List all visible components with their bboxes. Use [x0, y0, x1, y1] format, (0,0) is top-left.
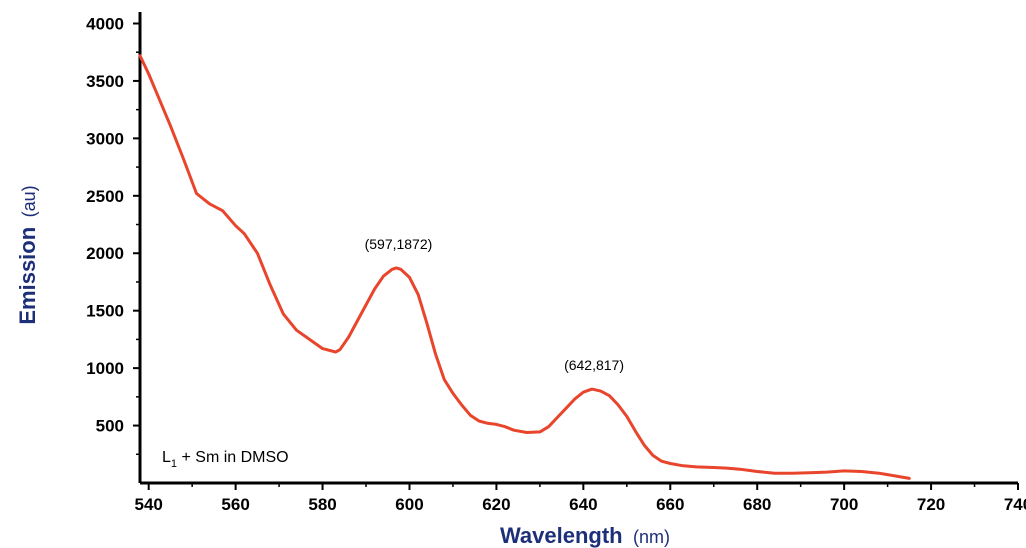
y-tick-label: 4000 — [86, 14, 124, 33]
legend-label-main: L — [162, 449, 171, 466]
svg-text:Wavelength (nm): Wavelength (nm) — [500, 523, 670, 548]
x-axis-title: Wavelength (nm) — [500, 523, 670, 548]
x-axis-title-unit: (nm) — [633, 527, 670, 547]
x-tick-label: 680 — [743, 495, 771, 514]
y-tick-label: 1000 — [86, 359, 124, 378]
y-tick-label: 500 — [96, 417, 124, 436]
x-tick-label: 720 — [917, 495, 945, 514]
x-tick-label: 740 — [1004, 495, 1026, 514]
x-axis-title-text: Wavelength — [500, 523, 623, 548]
x-tick-label: 660 — [656, 495, 684, 514]
x-tick-label: 620 — [482, 495, 510, 514]
y-axis-title-text: Emission — [15, 227, 40, 325]
x-tick-label: 600 — [395, 495, 423, 514]
y-axis-title-unit: (au) — [19, 185, 39, 217]
y-tick-label: 3500 — [86, 72, 124, 91]
legend-label-rest: + Sm in DMSO — [177, 449, 289, 466]
emission-series-line — [138, 54, 911, 480]
y-tick-label: 2500 — [86, 187, 124, 206]
y-axis-ticks: 500 1000 1500 2000 2500 3000 3500 4000 — [86, 14, 140, 456]
peak-annotation-label: (642,817) — [564, 357, 624, 373]
y-tick-label: 3000 — [86, 129, 124, 148]
legend: L1 + Sm in DMSO — [162, 449, 289, 470]
x-axis-ticks: 540 560 580 600 620 640 660 680 700 720 740 — [135, 483, 1026, 514]
peak-annotations: (597,1872) (642,817) — [365, 236, 624, 373]
y-tick-label: 2000 — [86, 244, 124, 263]
peak-annotation-label: (597,1872) — [365, 236, 433, 252]
x-tick-label: 540 — [135, 495, 163, 514]
svg-text:L1 + Sm in DMSO: L1 + Sm in DMSO — [162, 449, 289, 470]
x-tick-label: 640 — [569, 495, 597, 514]
y-axis-title: Emission (au) — [15, 185, 40, 324]
gridless-plot-area: 540 560 580 600 620 640 660 680 700 720 740 500 100… — [86, 12, 1026, 514]
x-tick-label: 580 — [308, 495, 336, 514]
svg-text:Emission (au): Emission (au) — [15, 185, 40, 324]
x-tick-label: 560 — [221, 495, 249, 514]
y-tick-label: 1500 — [86, 302, 124, 321]
legend-label-subscript: 1 — [171, 458, 177, 470]
x-tick-label: 700 — [830, 495, 858, 514]
